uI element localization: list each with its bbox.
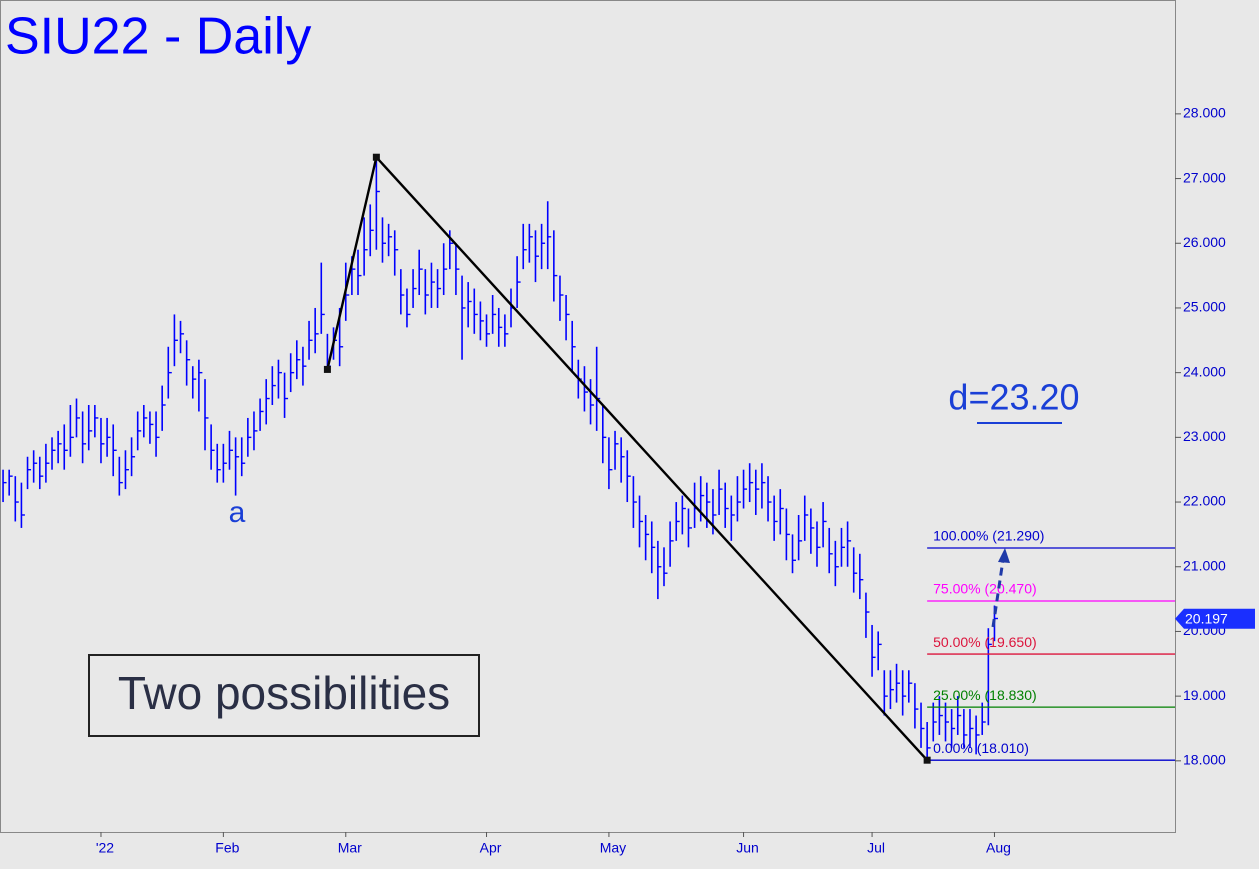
level-label: 0.00% (18.010) [933, 740, 1029, 756]
level-label: 75.00% (20.470) [933, 581, 1037, 597]
y-tick-label: 19.000 [1183, 687, 1226, 703]
projection-arrow [991, 559, 1005, 628]
price-tag-label: 20.197 [1185, 610, 1228, 626]
x-tick-label: Jul [867, 840, 885, 856]
arrow-head [998, 548, 1010, 563]
level-label: 50.00% (19.650) [933, 634, 1037, 650]
level-label: 100.00% (21.290) [933, 528, 1044, 544]
plot-frame [0, 0, 1176, 833]
y-tick-label: 18.000 [1183, 752, 1226, 768]
chart-title: SIU22 - Daily [5, 8, 311, 66]
target-label: d=23.20 [948, 377, 1079, 418]
y-tick-label: 23.000 [1183, 428, 1226, 444]
level-label: 25.00% (18.830) [933, 687, 1037, 703]
y-tick-label: 27.000 [1183, 169, 1226, 185]
pivot-marker [372, 153, 380, 161]
pivot-marker [923, 756, 931, 764]
x-tick-label: Feb [215, 840, 239, 856]
note-box [88, 654, 480, 737]
x-tick-label: Aug [986, 840, 1011, 856]
x-tick-label: '22 [96, 840, 114, 856]
x-tick-label: Apr [480, 840, 502, 856]
y-tick-label: 24.000 [1183, 363, 1226, 379]
y-tick-label: 21.000 [1183, 557, 1226, 573]
y-tick-label: 28.000 [1183, 105, 1226, 121]
x-tick-label: Mar [338, 840, 362, 856]
note: Two possibilities [118, 667, 450, 719]
x-tick-label: Jun [736, 840, 759, 856]
x-tick-label: May [600, 840, 626, 856]
y-tick-label: 22.000 [1183, 493, 1226, 509]
y-tick-label: 25.000 [1183, 299, 1226, 315]
y-tick-label: 26.000 [1183, 234, 1226, 250]
plot-layer: 18.00019.00020.00021.00022.00023.00024.0… [2, 105, 1226, 856]
pivot-marker [323, 365, 331, 373]
wave-label: a [229, 496, 246, 529]
price-tag [1175, 608, 1255, 629]
